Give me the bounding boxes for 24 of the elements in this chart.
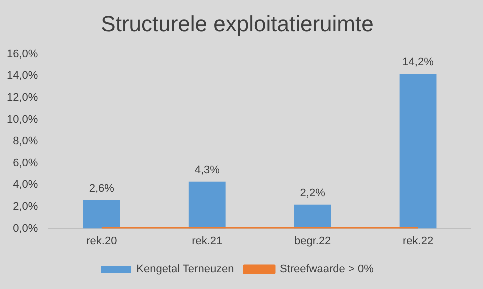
y-tick-label: 4,0% [13, 179, 38, 192]
data-label: 4,3% [194, 164, 220, 176]
y-tick-label: 6,0% [13, 157, 38, 170]
y-tick-label: 8,0% [13, 136, 38, 148]
bar [188, 182, 226, 229]
y-tick-label: 14,0% [6, 70, 38, 82]
bar [400, 74, 437, 229]
y-tick-label: 0,0% [13, 222, 38, 235]
bar [294, 204, 332, 229]
legend-label: Streefwaarde > 0% [280, 264, 374, 276]
y-tick-label: 16,0% [6, 48, 38, 60]
x-tick-label: rek.21 [192, 235, 223, 248]
data-label: 2,6% [89, 182, 115, 195]
x-tick-label: begr.22 [294, 235, 332, 248]
x-tick-label: rek.22 [402, 235, 434, 248]
data-label: 2,2% [300, 187, 326, 200]
y-tick-label: 2,0% [13, 201, 38, 214]
x-tick-label: rek.20 [86, 235, 118, 248]
y-tick-label: 10,0% [6, 114, 38, 126]
chart-title: Structurele exploitatieruimte [101, 11, 374, 36]
legend-label: Kengetal Terneuzen [136, 264, 234, 276]
data-label: 14,2% [402, 56, 434, 69]
bar [83, 200, 120, 229]
y-tick-label: 12,0% [6, 92, 38, 104]
